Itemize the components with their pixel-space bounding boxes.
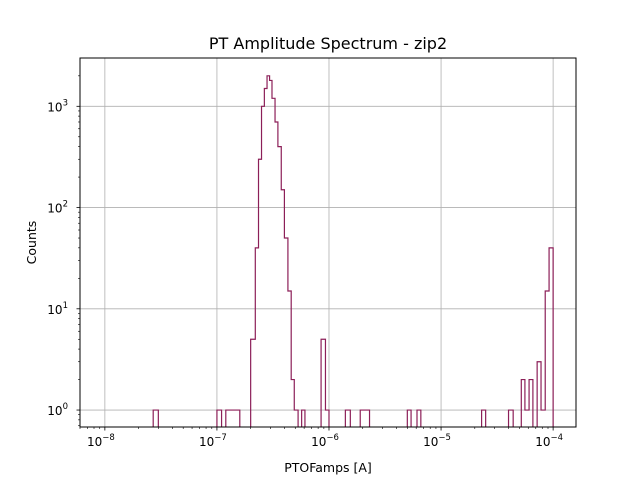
histogram-step-segment <box>216 409 223 427</box>
histogram-step-segment <box>320 338 330 427</box>
histogram-step-segment <box>520 378 534 427</box>
histogram-step-segment <box>301 409 306 427</box>
histogram-step-segment <box>152 409 159 427</box>
x-tick-label: 10−5 <box>423 433 451 449</box>
histogram-step-segment <box>481 409 487 427</box>
chart-title: PT Amplitude Spectrum - zip2 <box>209 34 447 53</box>
x-axis-label: PTOFamps [A] <box>284 460 372 475</box>
y-tick-label: 100 <box>47 402 68 418</box>
histogram-step-segment <box>344 409 351 427</box>
x-tick-label: 10−6 <box>311 433 339 449</box>
plot-frame <box>79 57 577 428</box>
y-tick-label: 102 <box>47 200 68 216</box>
histogram-step-segment <box>250 75 299 427</box>
data-layer <box>152 75 554 427</box>
x-tick-label: 10−4 <box>535 433 563 449</box>
histogram-step-segment <box>225 409 241 427</box>
y-tick-label: 101 <box>47 301 68 317</box>
y-tick-label: 103 <box>47 98 68 114</box>
histogram-step-segment <box>406 409 412 427</box>
tick-layer: 10−8 10−7 10−6 10−5 10−4 100 101 102 103 <box>47 75 563 449</box>
x-tick-label: 10−7 <box>199 433 227 449</box>
x-tick-label: 10−8 <box>87 433 115 449</box>
histogram-step-segment <box>507 409 514 427</box>
histogram-step-segment <box>536 247 554 427</box>
histogram-step-segment <box>359 409 371 427</box>
histogram-step-segment <box>416 409 422 427</box>
y-axis-label: Counts <box>24 221 39 265</box>
